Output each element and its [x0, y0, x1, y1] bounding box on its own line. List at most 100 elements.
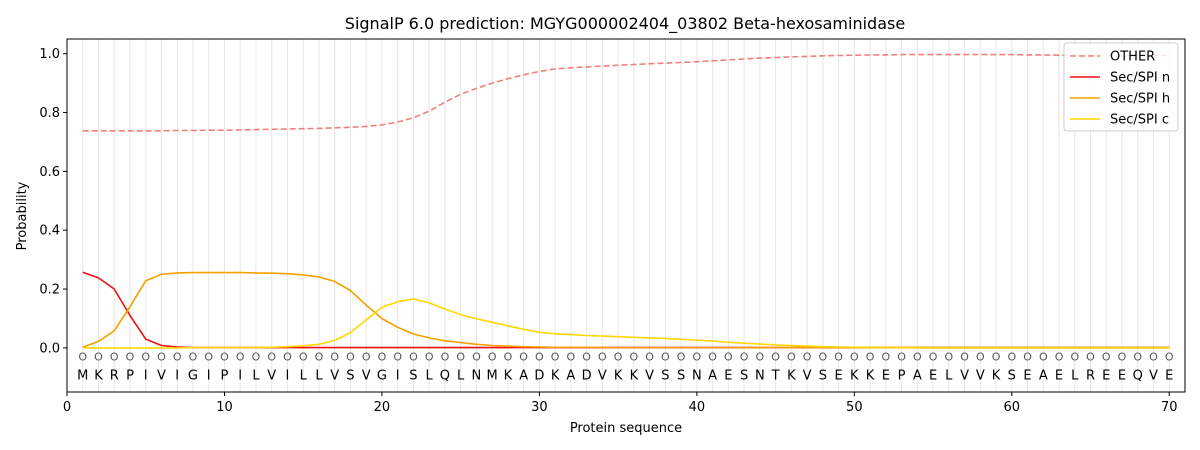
annotation-label: O [283, 351, 292, 364]
annotation-label: O [1133, 351, 1142, 364]
annotation-label: O [693, 351, 702, 364]
x-tick-label: 50 [846, 400, 863, 415]
sequence-letter: E [1118, 369, 1126, 384]
sequence-letter: D [582, 369, 592, 384]
annotation-label: O [519, 351, 528, 364]
sequence-letter: V [803, 369, 812, 384]
annotation-label: O [78, 351, 87, 364]
sequence-letter: I [238, 369, 242, 384]
sequence-letter: G [377, 369, 387, 384]
sequence-letter: M [77, 369, 88, 384]
annotation-label: O [535, 351, 544, 364]
sequence-letter: P [898, 369, 906, 384]
sequence-letter: A [519, 369, 528, 384]
chart-title: SignalP 6.0 prediction: MGYG000002404_03… [345, 14, 905, 34]
sequence-letter: K [866, 369, 875, 384]
sequence-letter: Q [440, 369, 450, 384]
annotation-label: O [803, 351, 812, 364]
sequence-letter: G [188, 369, 198, 384]
sequence-letter: S [740, 369, 748, 384]
annotation-label: O [204, 351, 213, 364]
annotation-label: O [393, 351, 402, 364]
annotation-label: O [1070, 351, 1079, 364]
annotation-label: O [1055, 351, 1064, 364]
annotation-label: O [1149, 351, 1158, 364]
legend: OTHER Sec/SPI n Sec/SPI h Sec/SPI c [1063, 42, 1179, 132]
annotation-label: O [929, 351, 938, 364]
y-tick-label: 1.0 [39, 47, 60, 62]
sequence-letter: R [1086, 369, 1095, 384]
sequence-letter: S [409, 369, 417, 384]
annotation-label: O [897, 351, 906, 364]
sequence-letter: M [487, 369, 498, 384]
annotation-label: O [472, 351, 481, 364]
sequence-letter: V [960, 369, 969, 384]
sequence-letter: A [708, 369, 717, 384]
y-tick-label: 0.8 [39, 106, 60, 121]
x-tick-label: 40 [689, 400, 706, 415]
annotation-label: O [645, 351, 654, 364]
legend-label: Sec/SPI n [1110, 71, 1170, 86]
annotation-label: O [409, 351, 418, 364]
x-tick-label: 0 [63, 400, 71, 415]
annotation-label: O [267, 351, 276, 364]
annotation-label: O [551, 351, 560, 364]
annotation-label: O [582, 351, 591, 364]
sequence-letter: L [315, 369, 323, 384]
sequence-letter: E [1102, 369, 1110, 384]
annotation-label: O [614, 351, 623, 364]
sequence-letter: S [677, 369, 685, 384]
x-tick-label: 20 [374, 400, 391, 415]
sequence-letter: Q [1133, 369, 1143, 384]
annotation-label: O [141, 351, 150, 364]
annotation-label: O [330, 351, 339, 364]
sequence-letter: L [457, 369, 465, 384]
sequence-letter: T [771, 369, 780, 384]
sequence-letter: N [472, 369, 482, 384]
annotation-label: O [740, 351, 749, 364]
annotation-label: O [220, 351, 229, 364]
sequence-letter: K [504, 369, 513, 384]
annotation-label: O [456, 351, 465, 364]
annotation-label: O [126, 351, 135, 364]
y-tick-label: 0.0 [39, 341, 60, 356]
annotation-label: O [189, 351, 198, 364]
sequence-letter: A [566, 369, 575, 384]
sequence-letter: A [1039, 369, 1048, 384]
y-tick-label: 0.6 [39, 165, 60, 180]
sequence-letter: S [1008, 369, 1016, 384]
sequence-letter: S [346, 369, 354, 384]
sequence-letter: K [630, 369, 639, 384]
sequence-letter: I [144, 369, 148, 384]
annotation-label: O [598, 351, 607, 364]
annotation-label: O [677, 351, 686, 364]
sequence-letter: V [330, 369, 339, 384]
sequence-letter: V [362, 369, 371, 384]
sequence-letter: I [175, 369, 179, 384]
legend-label: Sec/SPI c [1110, 113, 1169, 128]
sequence-letter: I [396, 369, 400, 384]
sequence-letter: K [992, 369, 1001, 384]
sequence-letter: K [551, 369, 560, 384]
sequence-letter: K [850, 369, 859, 384]
annotation-label: O [441, 351, 450, 364]
sequence-letter: R [110, 369, 119, 384]
series-line [82, 53, 1170, 132]
legend-box [1063, 42, 1179, 132]
annotation-label: O [976, 351, 985, 364]
sequence-letter: V [598, 369, 607, 384]
annotation-label: O [960, 351, 969, 364]
annotation-label: O [1118, 351, 1127, 364]
annotation-label: O [944, 351, 953, 364]
sequence-letter: V [976, 369, 985, 384]
annotation-label: O [850, 351, 859, 364]
sequence-letter: I [286, 369, 290, 384]
annotation-label: O [1007, 351, 1016, 364]
legend-label: OTHER [1110, 50, 1155, 65]
sequence-letter: E [1023, 369, 1031, 384]
annotation-label: O [992, 351, 1001, 364]
sequence-letter: E [1165, 369, 1173, 384]
sequence-letter: S [661, 369, 669, 384]
annotation-label: O [362, 351, 371, 364]
annotation-label: O [488, 351, 497, 364]
